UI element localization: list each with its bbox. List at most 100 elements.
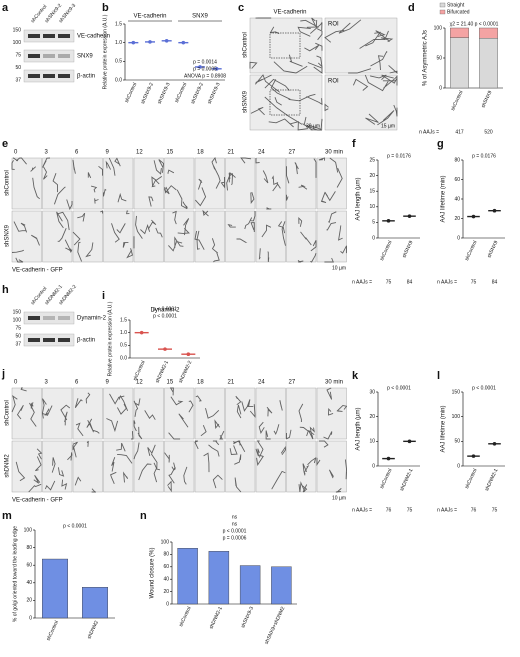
mean-dot [198, 65, 202, 69]
panel-label: l [437, 370, 440, 382]
panel-label: a [2, 2, 9, 14]
x-tick-label: shSNX9-3 [240, 606, 255, 629]
mean-dot [214, 67, 219, 71]
annotation: p < 0.0001 [472, 385, 496, 391]
x-tick-label: shSNX9-2 [140, 82, 155, 105]
micrograph [225, 157, 256, 210]
cell-junction [164, 452, 188, 493]
y-tick-label: 80 [454, 157, 460, 163]
mean-dot [131, 40, 136, 45]
mean-dot [492, 208, 497, 213]
cell-junction [56, 211, 73, 253]
bar [177, 548, 198, 605]
time-label: 12 [136, 150, 143, 156]
y-tick-label: 0.0 [115, 77, 122, 83]
bar-segment [450, 27, 469, 38]
cell-junction [11, 221, 40, 263]
x-tick-label: shControl [379, 240, 393, 262]
mean-dot [386, 219, 391, 223]
bar [208, 551, 230, 605]
micrograph [11, 440, 42, 493]
y-axis-label: Relative protein expression (A.U.) [102, 14, 108, 89]
y-tick-label: 0 [457, 235, 460, 241]
mw-marker: 75 [15, 52, 21, 58]
micrograph [164, 210, 195, 263]
cell-junction [229, 440, 246, 493]
micrograph [316, 210, 347, 263]
cell-junction [324, 19, 398, 75]
x-tick-label: shDNM2-1 [484, 468, 500, 492]
x-tick-label: shControl [450, 90, 464, 112]
cell-junction [168, 387, 194, 440]
annotation: p < 0.0001 [153, 306, 177, 312]
y-tick-label: 150 [452, 389, 461, 395]
micrograph [11, 210, 42, 263]
cell-junction [15, 448, 43, 493]
x-tick-label: shDNM2-1 [399, 468, 415, 492]
annotation: ns [232, 521, 238, 527]
annotation: p = 0.0005 [193, 66, 217, 72]
panel-label: k [352, 370, 359, 382]
y-tick-label: 40 [454, 196, 460, 202]
micrograph [72, 157, 103, 210]
cell-junction [133, 442, 161, 483]
band [43, 54, 55, 58]
y-tick-label: 10 [369, 204, 375, 210]
band [43, 338, 55, 342]
micrograph [286, 210, 317, 263]
y-tick-label: 40 [26, 580, 32, 586]
annotation: p < 0.0001 [63, 523, 87, 529]
n-value: 75 [471, 279, 477, 285]
micrograph [225, 210, 256, 263]
time-label: 21 [228, 150, 235, 156]
cell-junction [255, 440, 286, 490]
y-tick-label: 60 [454, 177, 460, 183]
band [28, 316, 40, 320]
time-label: 6 [75, 380, 79, 386]
x-tick-label: shDNM2-2 [178, 360, 194, 384]
y-tick-label: 20 [163, 589, 169, 595]
panel-label: g [437, 138, 444, 150]
mean-dot [139, 330, 144, 335]
y-tick-label: 0 [439, 85, 442, 91]
mean-dot [492, 442, 497, 446]
cell-junction [258, 221, 286, 262]
n-value: 84 [492, 279, 498, 285]
panel-label: h [2, 284, 9, 296]
y-tick-label: 0 [166, 601, 169, 607]
n-label: n AAJs = [352, 507, 372, 513]
mw-marker: 37 [15, 341, 21, 347]
x-tick-label: shSNX9 [480, 90, 493, 109]
time-label: 27 [289, 150, 296, 156]
mw-marker: 37 [15, 77, 21, 83]
micrograph [164, 157, 195, 210]
cell-junction [194, 209, 220, 263]
mean-dot [163, 347, 167, 351]
cell-junction [324, 211, 347, 263]
y-tick-label: 100 [161, 539, 170, 545]
caption: VE-cadherin - GFP [12, 498, 63, 504]
band [58, 338, 70, 342]
x-tick-label: shControl [178, 606, 192, 628]
y-tick-label: 100 [452, 414, 461, 420]
cell-junction [324, 74, 398, 126]
cell-junction [227, 211, 256, 243]
micrograph [255, 440, 286, 493]
annotation: p < 0.0001 [223, 528, 247, 534]
micrograph [249, 74, 323, 131]
panel-label: d [408, 2, 415, 14]
annotation: p < 0.0001 [153, 313, 177, 319]
micrograph [103, 387, 134, 440]
panel-label: e [2, 138, 8, 150]
time-label: 0 [14, 380, 18, 386]
annotation: p = 0.0176 [387, 153, 411, 159]
row-label: shControl [5, 400, 11, 426]
micrograph [133, 210, 164, 263]
roi-box [269, 89, 301, 116]
y-tick-label: 30 [369, 389, 375, 395]
bar [239, 565, 261, 605]
scale-bar-label: 10 µm [332, 265, 346, 271]
y-tick-label: 50 [454, 439, 460, 445]
micrograph [11, 387, 42, 440]
